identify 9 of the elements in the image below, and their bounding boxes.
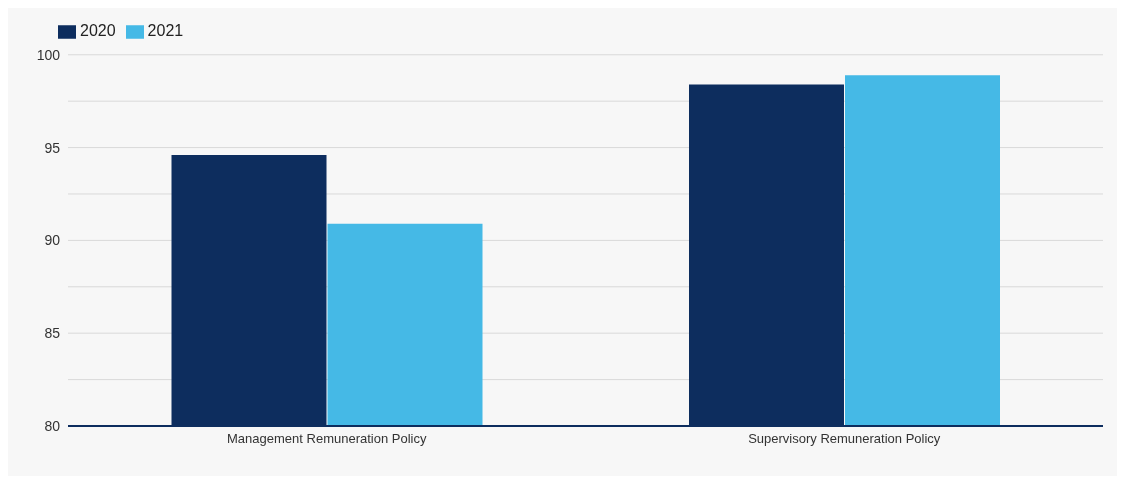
legend-label: 2021: [147, 22, 184, 39]
y-tick-label: 95: [44, 139, 61, 156]
y-tick-label: 100: [36, 46, 61, 63]
legend-label: 2020: [80, 22, 116, 39]
y-tick-label: 90: [44, 232, 61, 249]
y-tick-label: 80: [44, 417, 61, 434]
x-tick-label: Management Remuneration Policy: [227, 431, 427, 447]
x-tick-label: Supervisory Remuneration Policy: [748, 431, 941, 447]
y-tick-label: 85: [44, 325, 61, 342]
